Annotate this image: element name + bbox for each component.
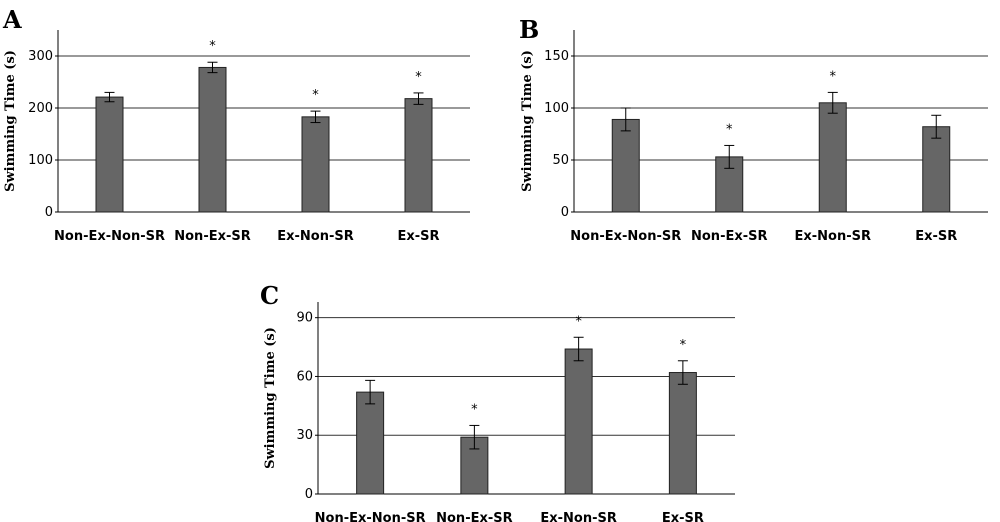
panel-c-ytick-label: 60 xyxy=(296,369,313,384)
panel-b-ytick-label: 150 xyxy=(544,49,569,64)
panel-a-category-label: Ex-SR xyxy=(397,229,439,244)
panel-b-category-label: Ex-SR xyxy=(915,229,957,244)
panel-a-letter: A xyxy=(2,5,22,34)
panel-c-significance-marker: * xyxy=(471,402,478,417)
panel-b-significance-marker: * xyxy=(830,69,837,84)
panel-b-significance-marker: * xyxy=(726,122,733,137)
panel-b-bar xyxy=(818,102,847,213)
panel-b-bar xyxy=(611,118,640,213)
panel-b-y-axis-label: Swimming Time (s) xyxy=(520,50,535,192)
panel-a-category-label: Non-Ex-Non-SR xyxy=(54,229,165,244)
panel-c-bar xyxy=(356,391,385,495)
panel-c-significance-marker: * xyxy=(575,314,582,329)
panel-c-ytick-label: 90 xyxy=(296,311,313,326)
panel-c-category-label: Non-Ex-SR xyxy=(436,511,513,522)
panel-c-category-label: Ex-SR xyxy=(662,511,704,522)
panel-a-significance-marker: * xyxy=(312,88,319,103)
panel-c-category-label: Ex-Non-SR xyxy=(540,511,617,522)
panel-c-ytick-label: 0 xyxy=(305,487,313,502)
panel-b-bar xyxy=(715,156,744,213)
panel-a-bar xyxy=(198,66,227,213)
panel-a-significance-marker: * xyxy=(209,39,216,54)
panel-c-letter: C xyxy=(260,281,279,310)
panel-a-bar xyxy=(404,98,433,213)
panel-a-category-label: Non-Ex-SR xyxy=(174,229,251,244)
panel-b-ytick-label: 50 xyxy=(552,153,569,168)
panel-c-bar xyxy=(564,348,593,495)
panel-b-bar xyxy=(922,126,951,213)
panel-a-ytick-label: 0 xyxy=(45,205,53,220)
panel-c-y-axis-label: Swimming Time (s) xyxy=(263,327,278,469)
panel-c-significance-marker: * xyxy=(680,338,687,353)
panel-c-category-label: Non-Ex-Non-SR xyxy=(315,511,426,522)
panel-b-ytick-label: 100 xyxy=(544,101,569,116)
panel-a-significance-marker: * xyxy=(415,70,422,85)
panel-b-letter: B xyxy=(519,15,539,44)
panel-b-category-label: Non-Ex-SR xyxy=(691,229,768,244)
panel-b-category-label: Ex-Non-SR xyxy=(795,229,872,244)
panel-a-bar xyxy=(95,96,124,213)
panel-a-y-axis-label: Swimming Time (s) xyxy=(3,50,18,192)
panel-a-ytick-label: 200 xyxy=(28,101,53,116)
panel-c-bar xyxy=(668,372,697,495)
panel-a-category-label: Ex-Non-SR xyxy=(277,229,354,244)
panel-a-bar xyxy=(301,116,330,213)
panel-a-ytick-label: 100 xyxy=(28,153,53,168)
panel-c-ytick-label: 30 xyxy=(296,428,313,443)
panel-b-ytick-label: 0 xyxy=(561,205,569,220)
panel-b-category-label: Non-Ex-Non-SR xyxy=(570,229,681,244)
panel-a-ytick-label: 300 xyxy=(28,49,53,64)
